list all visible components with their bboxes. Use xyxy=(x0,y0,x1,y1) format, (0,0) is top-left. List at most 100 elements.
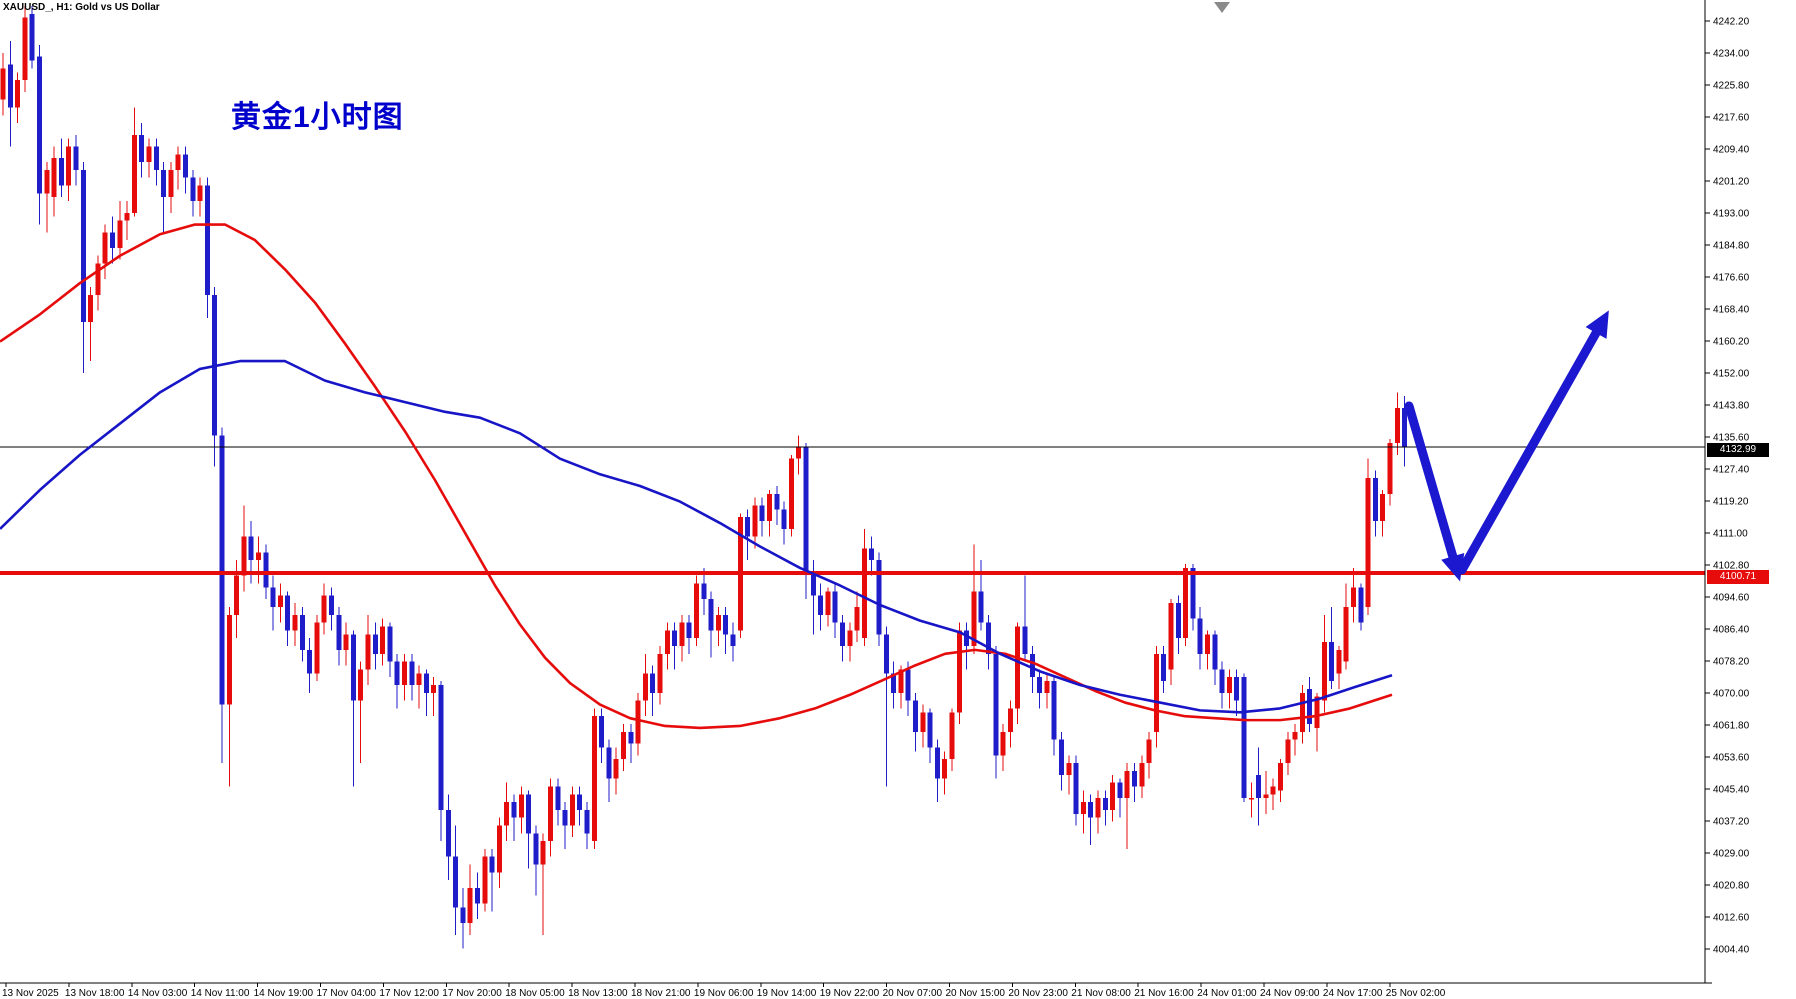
price-tick-label: 4201.20 xyxy=(1713,176,1750,187)
price-tick-label: 4127.40 xyxy=(1713,464,1750,475)
candle xyxy=(131,107,137,217)
candle xyxy=(1380,489,1386,537)
candle xyxy=(562,802,568,849)
candle xyxy=(153,138,159,186)
chart-annotation-text[interactable]: 黄金1小时图 xyxy=(231,101,404,134)
time-tick-label: 20 Nov 23:00 xyxy=(1008,988,1068,999)
candle xyxy=(986,614,991,670)
drawn-trend-arrow[interactable] xyxy=(1404,401,1465,582)
candle xyxy=(1015,622,1021,725)
candle xyxy=(1153,645,1159,748)
drawn-trend-arrow[interactable] xyxy=(1457,310,1609,575)
candle xyxy=(504,782,510,842)
price-axis[interactable] xyxy=(1705,0,1796,983)
candle xyxy=(861,528,867,646)
candle xyxy=(1080,790,1086,834)
candle xyxy=(29,5,35,69)
candle xyxy=(365,614,371,686)
candle xyxy=(1372,470,1378,537)
candle xyxy=(1212,630,1218,686)
candle xyxy=(1066,755,1072,795)
candle xyxy=(891,661,897,709)
time-tick-label: 17 Nov 04:00 xyxy=(317,988,377,999)
candle xyxy=(88,286,94,362)
candle xyxy=(1022,575,1028,662)
candle xyxy=(204,177,210,319)
candle xyxy=(409,653,415,701)
candle xyxy=(818,583,824,631)
candle xyxy=(37,45,42,225)
candle xyxy=(781,501,787,545)
candle xyxy=(299,606,305,662)
price-tick-label: 4193.00 xyxy=(1713,208,1750,219)
price-tick-label: 4217.60 xyxy=(1713,112,1750,123)
candle xyxy=(1146,731,1152,779)
candle xyxy=(110,216,115,264)
candle xyxy=(913,692,918,752)
candle xyxy=(285,591,291,646)
candle xyxy=(423,669,429,717)
candle xyxy=(66,138,72,202)
candle xyxy=(1197,606,1203,670)
candle xyxy=(102,224,108,280)
price-tick-label: 4061.80 xyxy=(1713,720,1750,731)
candle xyxy=(788,454,794,537)
candle xyxy=(569,786,575,838)
time-tick-label: 19 Nov 06:00 xyxy=(694,988,754,999)
candle xyxy=(767,489,772,537)
time-tick-label: 25 Nov 02:00 xyxy=(1386,988,1446,999)
time-axis[interactable] xyxy=(0,983,1705,999)
candle xyxy=(745,509,751,561)
candle xyxy=(1219,661,1225,709)
candle xyxy=(854,591,860,643)
chart-plot-area[interactable] xyxy=(0,0,1705,983)
time-tick-label: 19 Nov 22:00 xyxy=(820,988,880,999)
candle xyxy=(256,536,261,584)
candle xyxy=(723,606,729,654)
time-tick-label: 24 Nov 09:00 xyxy=(1260,988,1320,999)
chart-shift-marker-icon xyxy=(1214,2,1230,13)
candle xyxy=(343,622,349,666)
time-tick-label: 18 Nov 21:00 xyxy=(631,988,691,999)
candle xyxy=(416,665,422,709)
time-tick-label: 18 Nov 13:00 xyxy=(568,988,628,999)
candle xyxy=(1329,606,1335,689)
time-tick-label: 17 Nov 20:00 xyxy=(442,988,502,999)
candle xyxy=(175,146,181,190)
price-tick-label: 4152.00 xyxy=(1713,368,1750,379)
candle xyxy=(905,661,911,717)
candle xyxy=(599,708,605,764)
candle xyxy=(15,72,21,124)
candle xyxy=(482,848,488,912)
time-tick-label: 19 Nov 14:00 xyxy=(757,988,817,999)
time-tick-label: 17 Nov 12:00 xyxy=(379,988,439,999)
candle xyxy=(730,622,736,662)
candle xyxy=(621,724,626,771)
time-tick-label: 13 Nov 18:00 xyxy=(65,988,125,999)
candle xyxy=(920,704,926,748)
candle xyxy=(1088,794,1094,846)
ma-red-line xyxy=(0,223,1393,730)
candle xyxy=(1161,645,1167,693)
time-tick-label: 24 Nov 17:00 xyxy=(1323,988,1383,999)
candle xyxy=(956,622,962,725)
candle xyxy=(197,177,203,217)
candle xyxy=(460,887,466,949)
candle xyxy=(949,708,955,771)
candle xyxy=(292,603,298,646)
candle xyxy=(1139,755,1145,799)
price-tick-label: 4135.60 xyxy=(1713,432,1750,443)
candle xyxy=(7,41,13,147)
price-tick-labels: 4242.20 4234.00 4225.80 4217.60 4209.40 4201.… xyxy=(1705,16,1750,955)
price-tick-label: 4045.40 xyxy=(1713,784,1750,795)
candle xyxy=(1183,564,1189,646)
price-tick-label: 4242.20 xyxy=(1713,16,1750,27)
candle xyxy=(146,138,152,178)
candle xyxy=(1387,439,1393,506)
price-tick-label: 4094.60 xyxy=(1713,592,1750,603)
time-tick-label: 21 Nov 08:00 xyxy=(1071,988,1131,999)
candle xyxy=(183,146,188,194)
candle xyxy=(350,630,356,787)
time-tick-labels: 13 Nov 2025 13 Nov 18:00 14 Nov 03:00 14 No… xyxy=(2,983,1446,999)
